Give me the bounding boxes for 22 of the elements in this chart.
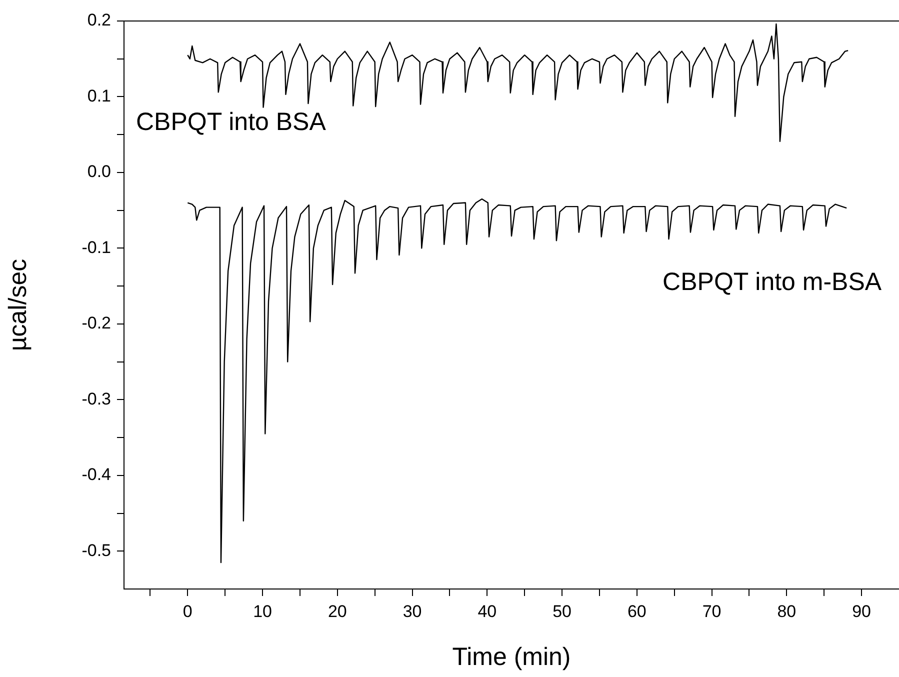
y-tick-label: -0.4 bbox=[82, 465, 111, 484]
x-tick-label: 10 bbox=[253, 602, 272, 621]
y-tick-label: 0.1 bbox=[87, 86, 111, 106]
y-axis-title: µcal/sec bbox=[4, 258, 32, 352]
x-tick-label: 20 bbox=[328, 602, 347, 621]
y-tick-label: -0.1 bbox=[82, 238, 111, 257]
x-axis-title: Time (min) bbox=[452, 642, 571, 671]
y-tick-label: 0.2 bbox=[87, 10, 111, 30]
x-tick-label: 0 bbox=[182, 602, 192, 621]
series-label: CBPQT into m-BSA bbox=[662, 268, 882, 296]
series-label: CBPQT into BSA bbox=[136, 108, 326, 136]
x-tick-label: 60 bbox=[627, 602, 646, 621]
y-tick-label: 0.0 bbox=[87, 162, 111, 182]
x-tick-label: 70 bbox=[702, 602, 722, 621]
x-tick-label: 50 bbox=[552, 602, 572, 621]
x-tick-label: 80 bbox=[777, 602, 796, 621]
y-tick-label: -0.3 bbox=[82, 389, 111, 408]
y-tick-label: -0.2 bbox=[82, 314, 111, 333]
x-tick-label: 30 bbox=[402, 602, 422, 621]
y-tick-label: -0.5 bbox=[82, 540, 111, 560]
x-tick-label: 40 bbox=[478, 602, 497, 621]
x-tick-label: 90 bbox=[852, 602, 872, 621]
